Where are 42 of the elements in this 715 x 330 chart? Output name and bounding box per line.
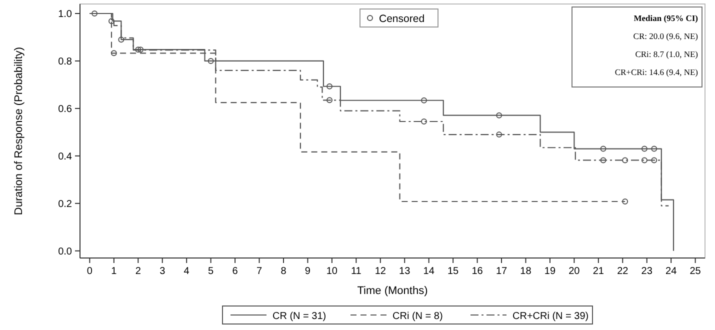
x-tick-label: 25 [690,266,702,277]
x-tick-label: 18 [520,266,532,277]
y-tick-label: 0.6 [58,104,72,115]
legend-label: CRi (N = 8) [392,311,443,322]
x-tick-label: 19 [544,266,556,277]
x-tick-label: 0 [86,266,93,277]
x-tick-label: 22 [617,266,629,277]
annotation: Median (95% CI) [634,13,698,23]
x-tick-label: 16 [472,266,484,277]
x-tick-label: 1 [111,266,118,277]
x-tick-label: 24 [666,266,678,277]
x-tick-label: 2 [135,266,142,277]
x-tick-label: 7 [256,266,262,277]
y-axis-title: Duration of Response (Probability) [13,46,25,216]
x-tick-label: 20 [568,266,580,277]
x-tick-label: 15 [448,266,460,277]
x-tick-label: 12 [374,266,386,277]
y-tick-label: 0.0 [58,246,72,258]
x-tick-label: 11 [350,266,362,277]
x-tick-label: 4 [184,266,190,277]
y-tick-label: 0.8 [58,56,72,68]
x-tick-label: 10 [326,266,338,277]
legend-label: CR+CRi (N = 39) [512,311,589,322]
legend-label: Censored [379,13,425,25]
y-tick-label: 1.0 [58,8,72,20]
x-tick-label: 17 [496,266,508,277]
annotation: CR: 20.0 (9.6, NE) [633,31,698,41]
x-tick-label: 8 [280,266,287,277]
x-tick-label: 3 [160,266,166,277]
y-tick-label: 0.4 [58,151,72,162]
legend-label: CR (N = 31) [272,311,326,322]
annotation: CRi: 8.7 (1.0, NE) [635,49,698,59]
y-tick-label: 0.2 [58,198,72,210]
x-tick-label: 5 [208,266,214,277]
x-tick-label: 6 [232,266,238,277]
x-tick-label: 21 [592,266,604,277]
x-tick-label: 23 [641,266,653,277]
annotation: CR+CRi: 14.6 (9.4, NE) [614,67,698,77]
x-tick-label: 13 [399,266,411,277]
x-tick-label: 14 [423,266,435,277]
x-axis-title: Time (Months) [357,285,428,297]
x-tick-label: 9 [304,266,311,277]
